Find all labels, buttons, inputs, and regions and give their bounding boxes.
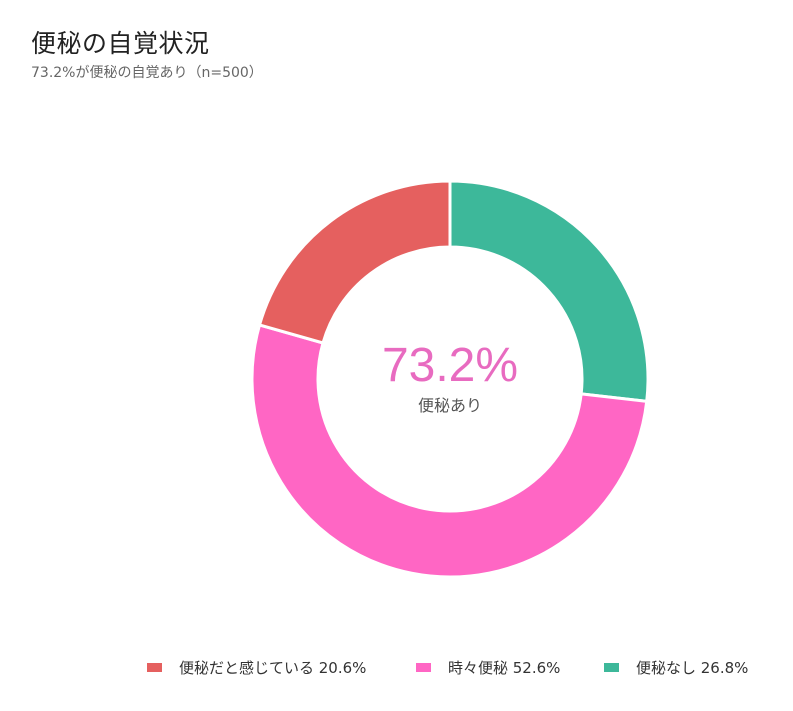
center-label: 便秘あり: [417, 396, 482, 415]
chart-subtitle: 73.2%が便秘の自覚あり（n=500）: [31, 65, 263, 81]
legend-swatch-teal: [604, 662, 619, 672]
legend-item-sometimes[interactable]: 時々便秘 52.6%: [416, 656, 560, 678]
legend: 便秘だと感じている 20.6% 時々便秘 52.6% 便秘なし 26.8%: [0, 656, 793, 678]
chart-title: 便秘の自覚状況: [31, 29, 210, 58]
legend-label: 時々便秘 52.6%: [448, 658, 561, 677]
legend-item-none[interactable]: 便秘なし 26.8%: [604, 656, 748, 678]
donut-segment[interactable]: [448, 179, 650, 404]
donut-segments: [250, 179, 650, 579]
legend-item-feel-constipated[interactable]: 便秘だと感じている 20.6%: [147, 656, 366, 678]
legend-swatch-red: [147, 662, 162, 672]
legend-label: 便秘なし 26.8%: [636, 658, 749, 677]
donut-segment[interactable]: [257, 179, 452, 345]
center-value: 73.2%: [381, 339, 519, 392]
legend-swatch-pink: [416, 662, 431, 672]
donut-segment[interactable]: [250, 323, 649, 579]
legend-label: 便秘だと感じている 20.6%: [179, 658, 367, 677]
